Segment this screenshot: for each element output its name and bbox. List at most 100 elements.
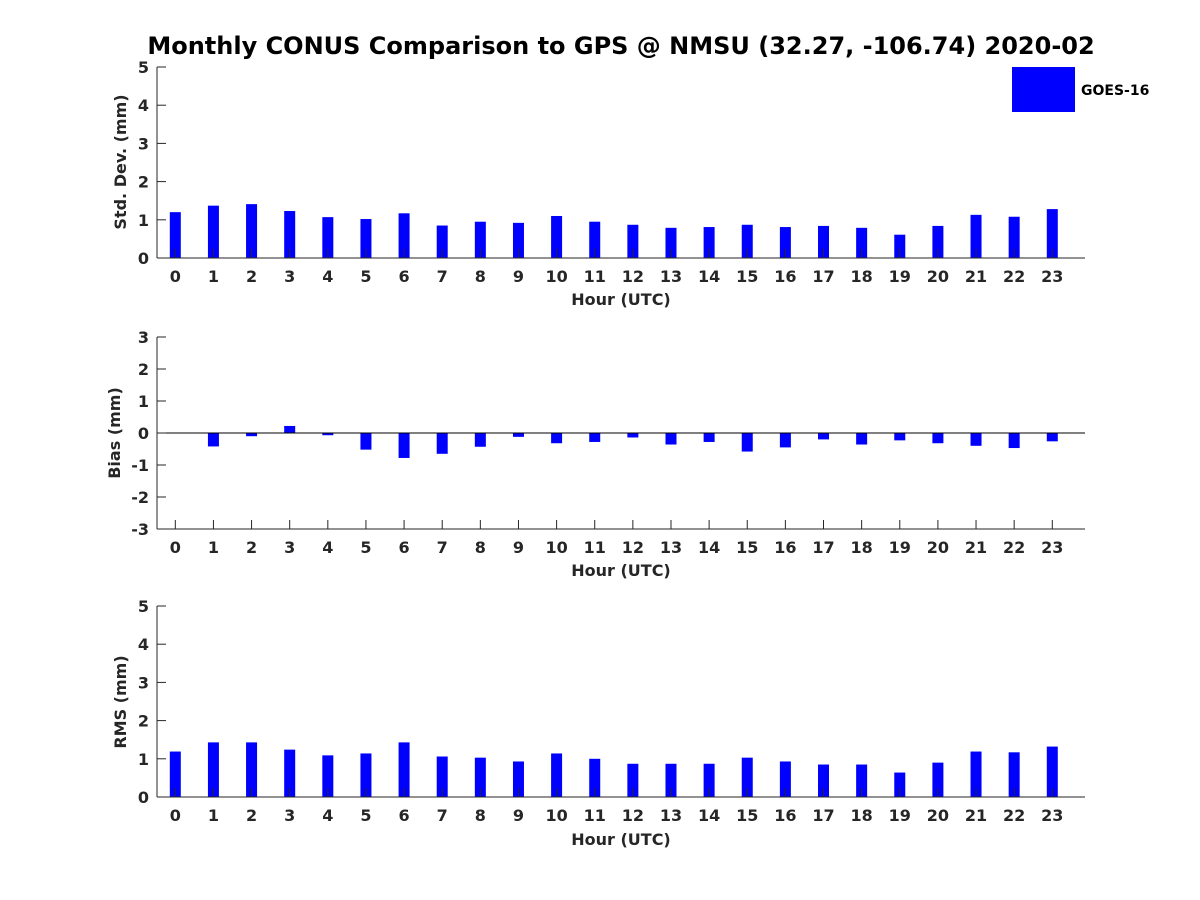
std-dev-xtick-label: 17 xyxy=(812,267,834,286)
std-dev-ytick-label: 3 xyxy=(138,134,149,153)
bias-xtick-label: 14 xyxy=(698,538,720,557)
bias-ytick-label: 0 xyxy=(138,424,149,443)
std-dev-bar xyxy=(932,225,944,258)
std-dev-bar xyxy=(1046,209,1058,258)
rms-bar xyxy=(779,761,791,797)
std-dev-bar xyxy=(741,224,753,258)
rms-ytick-label: 3 xyxy=(138,673,149,692)
std-dev-bar xyxy=(665,227,677,258)
rms-bar xyxy=(665,763,677,797)
bias-bar xyxy=(703,433,715,442)
std-dev-xtick-label: 18 xyxy=(851,267,873,286)
std-dev-xtick-label: 11 xyxy=(584,267,606,286)
bias-xtick-label: 8 xyxy=(475,538,486,557)
bias-bar xyxy=(970,433,982,446)
rms-bar xyxy=(398,742,410,797)
legend-label: GOES-16 xyxy=(1081,83,1149,99)
std-dev-xtick-label: 13 xyxy=(660,267,682,286)
std-dev-xlabel: Hour (UTC) xyxy=(571,290,671,309)
bias-bar xyxy=(322,433,334,436)
std-dev-xtick-label: 9 xyxy=(513,267,524,286)
bias-bar xyxy=(856,433,868,445)
rms-xtick-label: 16 xyxy=(774,806,796,825)
rms-ytick-label: 0 xyxy=(138,788,149,807)
rms-xtick-label: 8 xyxy=(475,806,486,825)
bias-bar xyxy=(284,425,296,433)
rms-bar xyxy=(856,764,868,797)
rms-bar xyxy=(207,742,219,797)
rms-xtick-label: 12 xyxy=(622,806,644,825)
bias-bar xyxy=(207,433,219,447)
bias-bar xyxy=(627,433,639,438)
bias-xtick-label: 2 xyxy=(246,538,257,557)
std-dev-bar xyxy=(856,227,868,258)
rms-xtick-label: 14 xyxy=(698,806,720,825)
rms-ylabel: RMS (mm) xyxy=(111,655,130,748)
rms-bar xyxy=(322,755,334,797)
bias-xtick-label: 1 xyxy=(208,538,219,557)
std-dev-xtick-label: 6 xyxy=(399,267,410,286)
std-dev-xtick-label: 23 xyxy=(1041,267,1063,286)
rms-bar xyxy=(741,757,753,797)
std-dev-bar xyxy=(284,211,296,258)
std-dev-bar xyxy=(703,227,715,258)
std-dev-xtick-label: 16 xyxy=(774,267,796,286)
rms-bar xyxy=(932,762,944,797)
rms-xtick-label: 3 xyxy=(284,806,295,825)
bias-ytick-label: 1 xyxy=(138,392,149,411)
rms-xtick-label: 2 xyxy=(246,806,257,825)
bias-ytick-label: 2 xyxy=(138,360,149,379)
rms-bar xyxy=(818,764,830,797)
bias-xtick-label: 20 xyxy=(927,538,949,557)
rms-xtick-label: 19 xyxy=(889,806,911,825)
std-dev-bar xyxy=(551,215,563,258)
bias-bar xyxy=(246,433,258,437)
std-dev-xtick-label: 2 xyxy=(246,267,257,286)
std-dev-xtick-label: 20 xyxy=(927,267,949,286)
rms-bar xyxy=(436,756,448,797)
rms-bar xyxy=(703,763,715,797)
legend-swatch xyxy=(1012,67,1075,112)
bias-xtick-label: 12 xyxy=(622,538,644,557)
bias-bar xyxy=(589,433,601,442)
rms-xtick-label: 20 xyxy=(927,806,949,825)
std-dev-bar xyxy=(970,214,982,258)
rms-bar xyxy=(1046,746,1058,797)
std-dev-xtick-label: 5 xyxy=(360,267,371,286)
rms-xtick-label: 6 xyxy=(399,806,410,825)
bias-bar xyxy=(436,433,448,454)
std-dev-bar xyxy=(779,227,791,258)
bias-bar xyxy=(360,433,372,450)
rms-bar xyxy=(551,753,563,797)
rms-xtick-label: 15 xyxy=(736,806,758,825)
std-dev-bar xyxy=(322,217,334,258)
std-dev-xtick-label: 14 xyxy=(698,267,720,286)
bias-xtick-label: 16 xyxy=(774,538,796,557)
bias-xtick-label: 17 xyxy=(812,538,834,557)
rms-bar xyxy=(589,758,601,797)
rms-xtick-label: 21 xyxy=(965,806,987,825)
rms-xtick-label: 0 xyxy=(170,806,181,825)
bias-xtick-label: 0 xyxy=(170,538,181,557)
std-dev-xtick-label: 12 xyxy=(622,267,644,286)
std-dev-ytick-label: 4 xyxy=(138,96,149,115)
bias-ylabel: Bias (mm) xyxy=(105,387,124,479)
bias-xtick-label: 9 xyxy=(513,538,524,557)
rms-ytick-label: 2 xyxy=(138,712,149,731)
std-dev-bar xyxy=(589,221,601,258)
std-dev-bar xyxy=(169,212,181,258)
rms-bar xyxy=(284,749,296,797)
rms-bar xyxy=(169,751,181,797)
bias-xtick-label: 5 xyxy=(360,538,371,557)
rms-xtick-label: 23 xyxy=(1041,806,1063,825)
rms-xtick-label: 1 xyxy=(208,806,219,825)
bias-xtick-label: 7 xyxy=(437,538,448,557)
bias-bar xyxy=(894,433,906,441)
rms-xtick-label: 18 xyxy=(851,806,873,825)
std-dev-bar xyxy=(207,205,219,258)
std-dev-xtick-label: 10 xyxy=(545,267,567,286)
bias-bar xyxy=(398,433,410,458)
std-dev-xtick-label: 3 xyxy=(284,267,295,286)
rms-xtick-label: 9 xyxy=(513,806,524,825)
